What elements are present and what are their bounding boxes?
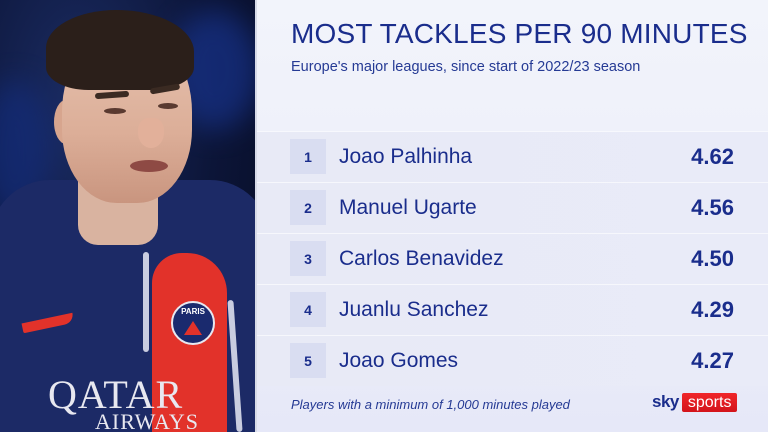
player-photo: PARIS QATAR AIRWAYS: [0, 0, 256, 432]
sponsor-text: QATAR: [48, 372, 184, 417]
stat-value: 4.27: [691, 348, 734, 373]
stats-panel: MOST TACKLES PER 90 MINUTES Europe's maj…: [255, 0, 768, 432]
crest-text: PARIS: [181, 307, 205, 316]
player-name: Juanlu Sanchez: [339, 298, 489, 321]
page-subtitle: Europe's major leagues, since start of 2…: [291, 59, 641, 75]
eiffel-tower-icon: [184, 321, 202, 335]
logo-sky-text: sky: [652, 392, 679, 411]
rank-badge: 5: [290, 343, 326, 378]
sky-sports-logo: sky sports: [652, 392, 738, 412]
rank-badge: 2: [290, 190, 326, 225]
player-name: Carlos Benavidez: [339, 247, 504, 270]
stat-value: 4.29: [691, 297, 734, 322]
player-name: Joao Palhinha: [339, 145, 473, 168]
table-row: 3 Carlos Benavidez 4.50: [257, 233, 768, 284]
rank-badge: 4: [290, 292, 326, 327]
stat-value: 4.62: [691, 144, 734, 169]
player-name: Manuel Ugarte: [339, 196, 477, 219]
jersey-white-stripe: [143, 252, 149, 352]
rank-badge: 3: [290, 241, 326, 276]
table-row: 4 Juanlu Sanchez 4.29: [257, 284, 768, 335]
table-row: 5 Joao Gomes 4.27: [257, 335, 768, 386]
ranking-table: 1 Joao Palhinha 4.62 2 Manuel Ugarte 4.5…: [257, 131, 768, 386]
psg-crest-icon: PARIS: [171, 301, 215, 345]
stat-value: 4.50: [691, 246, 734, 271]
eye: [158, 103, 178, 109]
rank-badge: 1: [290, 139, 326, 174]
sponsor-text-line2: AIRWAYS: [95, 409, 199, 432]
hair: [46, 10, 194, 90]
footnote: Players with a minimum of 1,000 minutes …: [291, 397, 570, 412]
table-row: 2 Manuel Ugarte 4.56: [257, 182, 768, 233]
nose: [138, 118, 164, 148]
logo-sports-text: sports: [681, 392, 738, 412]
stat-value: 4.56: [691, 195, 734, 220]
table-row: 1 Joao Palhinha 4.62: [257, 131, 768, 182]
page-title: MOST TACKLES PER 90 MINUTES: [291, 18, 748, 49]
eye: [104, 108, 126, 114]
player-name: Joao Gomes: [339, 349, 459, 372]
mouth: [130, 160, 168, 172]
